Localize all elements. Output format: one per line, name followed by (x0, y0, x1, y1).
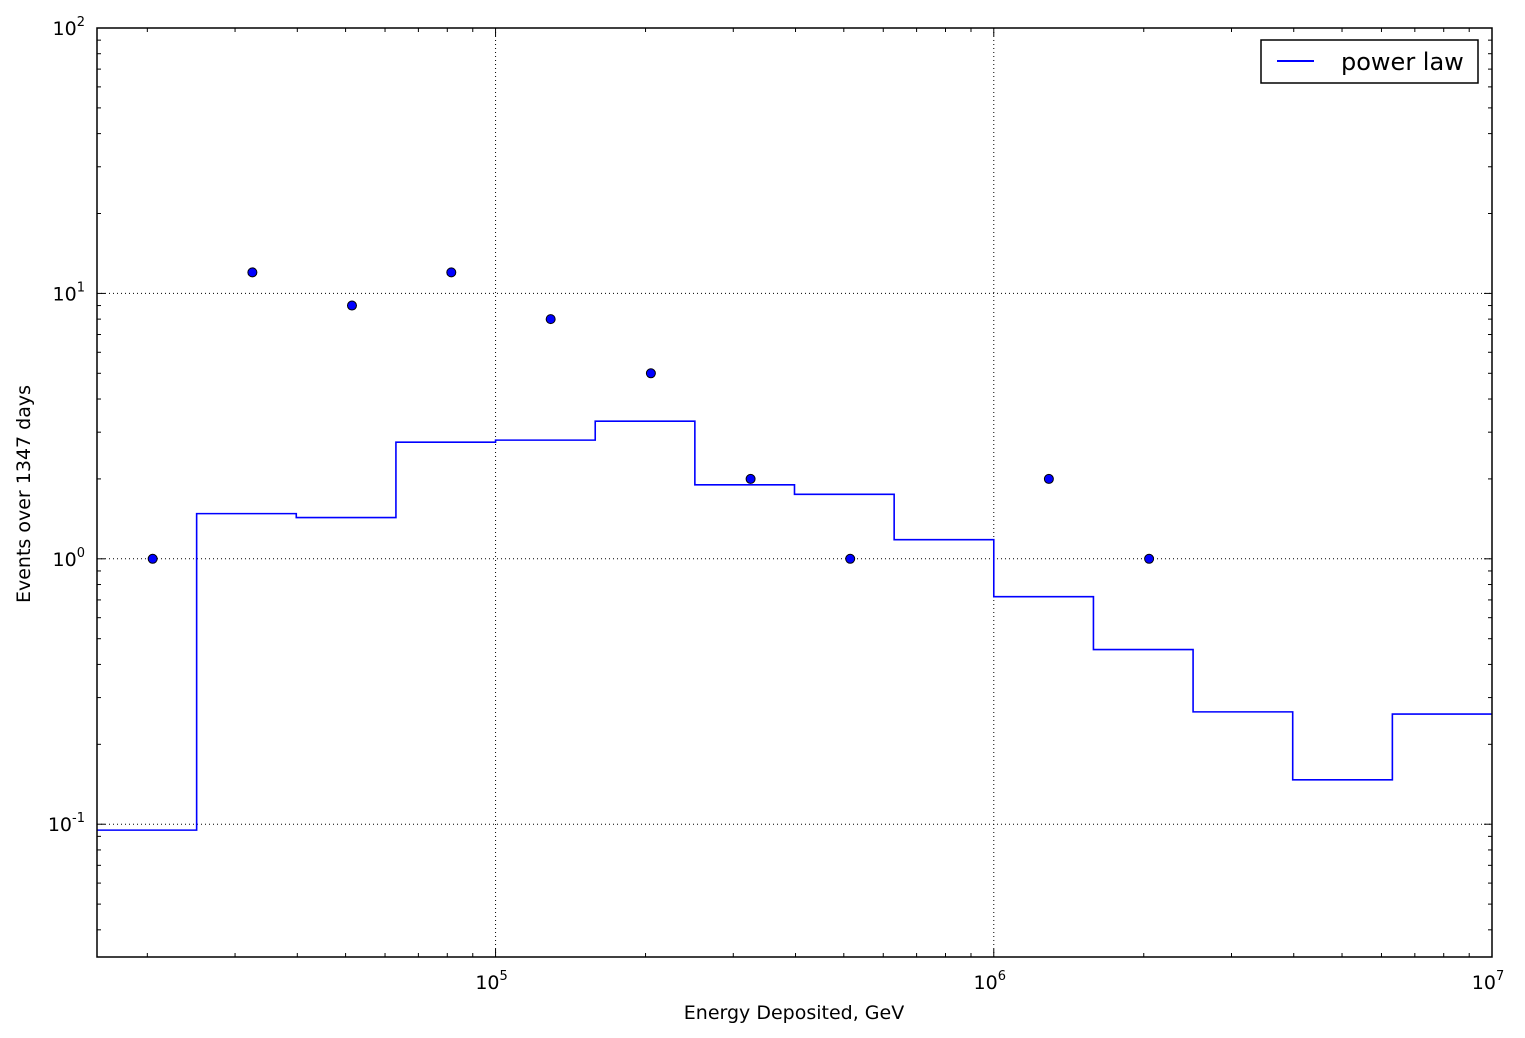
legend: power law (1260, 39, 1479, 84)
power-law-series (97, 420, 1492, 831)
data-point (247, 267, 258, 278)
data-point (645, 368, 656, 379)
x-tick-labels: 105 106 107 (475, 969, 1504, 994)
y-tick-labels: 10-1 100 101 102 (48, 15, 85, 836)
major-ticks (97, 27, 1493, 957)
x-axis-label: Energy Deposited, GeV (684, 1002, 904, 1024)
plot-frame (96, 27, 1493, 958)
data-point (1043, 473, 1054, 484)
y-tick-label: 10-1 (48, 811, 85, 836)
y-tick-label: 102 (53, 15, 85, 40)
y-axis-label: Events over 1347 days (13, 385, 35, 603)
power-law-step-line (97, 420, 1492, 831)
x-tick-label: 105 (475, 969, 507, 994)
data-point (745, 473, 756, 484)
legend-label-power-law: power law (1341, 48, 1464, 76)
grid (97, 28, 1492, 957)
y-tick-label: 101 (53, 280, 85, 305)
x-tick-label: 107 (1472, 969, 1504, 994)
data-point (446, 267, 457, 278)
data-point (147, 553, 158, 564)
x-tick-label: 106 (974, 969, 1006, 994)
data-point (1144, 553, 1155, 564)
data-point (545, 314, 556, 325)
y-tick-label: 100 (53, 546, 85, 571)
data-point (346, 300, 357, 311)
data-point (845, 553, 856, 564)
data-points (147, 267, 1155, 564)
